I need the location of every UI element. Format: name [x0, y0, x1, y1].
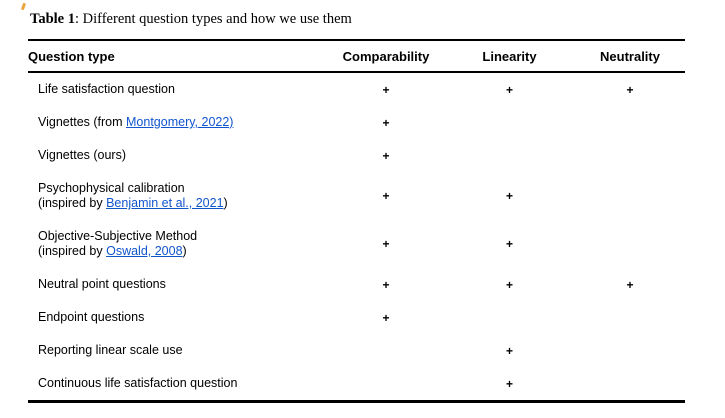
row-label-line: Life satisfaction question [38, 82, 328, 97]
table-row: Reporting linear scale use + [28, 334, 685, 367]
column-header-linearity: Linearity [444, 40, 575, 73]
row-label-line: (inspired by Oswald, 2008) [38, 244, 328, 259]
empty-cell-neutrality [575, 367, 685, 402]
label-text: Reporting linear scale use [38, 343, 183, 357]
row-label-line: Continuous life satisfaction question [38, 376, 328, 391]
label-text: Objective-Subjective Method [38, 229, 198, 243]
label-text: (inspired by [38, 244, 107, 258]
empty-cell-neutrality [575, 220, 685, 268]
row-label-line: (inspired by Benjamin et al., 2021) [38, 196, 328, 211]
row-label: Continuous life satisfaction question [28, 367, 328, 402]
empty-cell-linearity [444, 139, 575, 172]
plus-mark-comparability: + [382, 189, 390, 203]
row-label-line: Reporting linear scale use [38, 343, 328, 358]
row-label-line: Endpoint questions [38, 310, 328, 325]
empty-cell-linearity [444, 301, 575, 334]
plus-mark-comparability: + [382, 237, 390, 251]
row-label-line: Vignettes (ours) [38, 148, 328, 163]
question-types-table: Question type Comparability Linearity Ne… [28, 39, 685, 403]
empty-cell-comparability [328, 334, 444, 367]
label-text: Neutral point questions [38, 277, 166, 291]
label-text: Vignettes (from [38, 115, 127, 129]
label-text: Endpoint questions [38, 310, 145, 324]
empty-cell-neutrality [575, 334, 685, 367]
empty-cell-comparability [328, 367, 444, 402]
row-label: Objective-Subjective Method (inspired by … [28, 220, 328, 268]
empty-cell-linearity [444, 106, 575, 139]
column-header-question-type: Question type [28, 40, 328, 73]
table-row: Neutral point questions + + + [28, 268, 685, 301]
plus-mark-comparability: + [382, 148, 390, 163]
label-text: Psychophysical calibration [38, 181, 185, 195]
row-label-line: Objective-Subjective Method [38, 229, 328, 244]
row-label-line: Psychophysical calibration [38, 181, 328, 196]
empty-cell-neutrality [575, 139, 685, 172]
table-caption: Table 1: Different question types and ho… [30, 8, 352, 30]
empty-cell-neutrality [575, 172, 685, 220]
header-row: Question type Comparability Linearity Ne… [28, 40, 685, 73]
table-row: Continuous life satisfaction question + [28, 367, 685, 402]
label-text: ) [182, 244, 187, 258]
table-row: Life satisfaction question + + + [28, 72, 685, 106]
citation-link[interactable]: Benjamin et al., 2021 [106, 196, 224, 210]
row-label: Psychophysical calibration (inspired by B… [28, 172, 328, 220]
table-row: Psychophysical calibration (inspired by B… [28, 172, 685, 220]
artifact-mark [20, 2, 27, 11]
empty-cell-neutrality [575, 106, 685, 139]
plus-mark-linearity: + [505, 82, 513, 97]
row-label-line: Vignettes (from Montgomery, 2022) [38, 115, 328, 130]
plus-mark-linearity: + [505, 277, 513, 292]
row-label: Endpoint questions [28, 301, 328, 334]
empty-cell-neutrality [575, 301, 685, 334]
row-label: Vignettes (from Montgomery, 2022) [28, 106, 328, 139]
row-label: Life satisfaction question [28, 72, 328, 106]
column-header-comparability: Comparability [328, 40, 444, 73]
label-text: (inspired by [38, 196, 107, 210]
caption-text: : Different question types and how we us… [75, 11, 352, 27]
table-row: Objective-Subjective Method (inspired by … [28, 220, 685, 268]
column-header-neutrality: Neutrality [575, 40, 685, 73]
row-label: Reporting linear scale use [28, 334, 328, 367]
plus-mark-comparability: + [382, 277, 390, 292]
plus-mark-linearity: + [505, 237, 513, 251]
label-text: Vignettes (ours) [38, 148, 127, 162]
plus-mark-neutrality: + [626, 82, 634, 97]
table-row: Vignettes (ours) + [28, 139, 685, 172]
citation-link[interactable]: Oswald, 2008 [106, 244, 183, 258]
plus-mark-linearity: + [505, 376, 513, 391]
plus-mark-comparability: + [382, 115, 390, 130]
plus-mark-linearity: + [505, 343, 513, 358]
table-row: Endpoint questions + [28, 301, 685, 334]
label-text: Life satisfaction question [38, 82, 175, 96]
plus-mark-comparability: + [382, 310, 390, 325]
citation-link[interactable]: Montgomery, 2022) [126, 115, 234, 129]
label-text: Continuous life satisfaction question [38, 376, 238, 390]
caption-label: Table 1 [30, 11, 75, 27]
row-label-line: Neutral point questions [38, 277, 328, 292]
table-row: Vignettes (from Montgomery, 2022) + [28, 106, 685, 139]
plus-mark-neutrality: + [626, 277, 634, 292]
row-label: Vignettes (ours) [28, 139, 328, 172]
plus-mark-comparability: + [382, 82, 390, 97]
row-label: Neutral point questions [28, 268, 328, 301]
label-text: ) [223, 196, 228, 210]
plus-mark-linearity: + [505, 189, 513, 203]
